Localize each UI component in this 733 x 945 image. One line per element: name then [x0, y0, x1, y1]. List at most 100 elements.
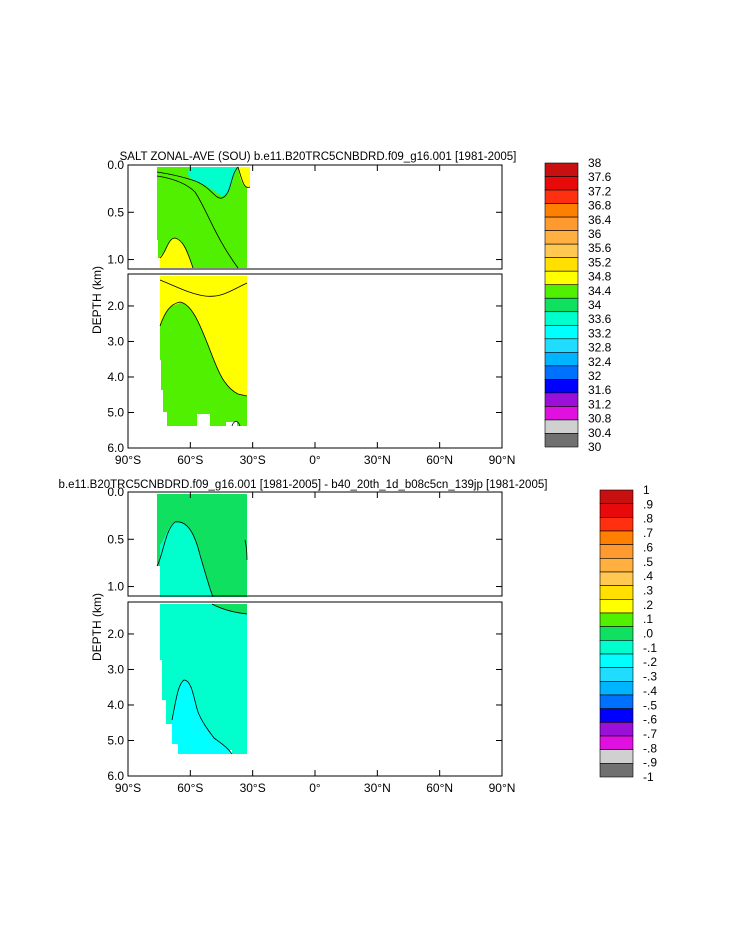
colorbar-swatch — [544, 230, 579, 245]
colorbar-swatch — [544, 311, 579, 326]
colorbar-label: 31.6 — [588, 383, 612, 397]
y-tick-label: 5.0 — [107, 405, 124, 419]
region-minus0.1-0.0-upper — [160, 521, 213, 597]
colorbar-swatch — [544, 162, 579, 177]
isoline-p2-lower-2 — [211, 603, 248, 615]
panel-1-ylabel: DEPTH (km) — [90, 266, 104, 334]
panel-1-field-upper — [156, 166, 251, 269]
colorbar-swatch — [544, 297, 579, 313]
region-34.8-35.2-deep — [160, 276, 247, 396]
y-tick-label: 3.0 — [107, 662, 124, 676]
colorbar-swatch — [599, 667, 634, 682]
x-tick-label: 30°N — [364, 453, 391, 467]
colorbar-swatch — [599, 694, 634, 709]
y-tick-label: 2.0 — [107, 299, 124, 313]
colorbar-swatch — [599, 571, 634, 586]
colorbar-label: -.5 — [643, 698, 657, 712]
colorbar-label: 35.2 — [588, 255, 612, 269]
panel-2-ylabel: DEPTH (km) — [90, 593, 104, 661]
colorbar-label: .3 — [643, 583, 653, 597]
colorbar-label: 36.4 — [588, 213, 612, 227]
y-tick-label: 4.0 — [107, 698, 124, 712]
colorbar-label: 1 — [643, 483, 650, 497]
x-tick-label: 30°S — [240, 781, 266, 795]
colorbar-label: 30.8 — [588, 412, 612, 426]
colorbar-swatch — [544, 243, 579, 258]
colorbar-label: -.9 — [643, 756, 657, 770]
x-tick-label: 0° — [309, 453, 321, 467]
colorbar-label: .5 — [643, 555, 653, 569]
colorbar-swatch — [544, 379, 579, 394]
colorbar-label: 33.6 — [588, 312, 612, 326]
colorbar-swatch — [599, 626, 634, 641]
colorbar-label: -.1 — [643, 641, 657, 655]
panel-1-colorbar: 3837.637.236.836.43635.635.234.834.43433… — [544, 156, 612, 454]
x-tick-label: 30°N — [364, 781, 391, 795]
y-tick-label: 5.0 — [107, 733, 124, 747]
colorbar-label: 33.2 — [588, 326, 612, 340]
colorbar-label: .9 — [643, 497, 653, 511]
colorbar-swatch — [544, 419, 579, 434]
x-tick-label: 0° — [309, 781, 321, 795]
panel-2-colorbar: 1.9.8.7.6.5.4.3.2.1.0-.1-.2-.3-.4-.5-.6-… — [599, 483, 657, 784]
colorbar-swatch — [544, 176, 579, 191]
colorbar-swatch — [599, 530, 634, 545]
panel-1: SALT ZONAL-AVE (SOU) b.e11.B20TRC5CNBDRD… — [90, 151, 612, 467]
isoline-upper-2 — [156, 175, 239, 269]
isoline-p2-upper-1 — [156, 521, 214, 598]
panel-2-axes: 90°S 60°S 30°S 0° 30°N 60°N 90°N 0.0 0.5 1.0 2.0 3.… — [107, 485, 515, 795]
x-tick-label: 60°N — [426, 781, 453, 795]
colorbar-label: -.8 — [643, 741, 657, 755]
colorbar-label: -.6 — [643, 713, 657, 727]
colorbar-label: 38 — [588, 156, 602, 170]
colorbar-swatch — [599, 599, 634, 614]
x-tick-label: 30°S — [240, 453, 266, 467]
colorbar-swatch — [599, 612, 634, 627]
colorbar-swatch — [599, 489, 634, 504]
colorbar-swatch — [544, 392, 579, 407]
colorbar-label: 32.4 — [588, 355, 612, 369]
isoline-lower-1 — [159, 301, 248, 397]
colorbar-label: 32 — [588, 369, 602, 383]
colorbar-swatch — [599, 503, 634, 518]
colorbar-label: -.7 — [643, 727, 657, 741]
x-tick-label: 60°S — [177, 781, 203, 795]
colorbar-swatch — [599, 558, 634, 573]
colorbar-swatch — [599, 708, 634, 723]
y-tick-label: 4.0 — [107, 370, 124, 384]
isoline-lower-3 — [231, 421, 241, 427]
panel-1-field-lower — [159, 276, 248, 427]
y-tick-label: 6.0 — [107, 441, 124, 455]
colorbar-label: .6 — [643, 540, 653, 554]
colorbar-swatch — [544, 216, 579, 231]
colorbar-label: -1 — [643, 770, 654, 784]
y-tick-label: 0.0 — [107, 485, 124, 499]
colorbar-swatch — [544, 257, 579, 272]
colorbar-swatch — [599, 653, 634, 668]
colorbar-swatch — [599, 640, 634, 655]
colorbar-swatch — [599, 585, 634, 600]
colorbar-swatch — [544, 406, 579, 421]
colorbar-label: .1 — [643, 612, 653, 626]
x-tick-label: 90°S — [115, 453, 141, 467]
colorbar-label: 31.2 — [588, 397, 612, 411]
region-34.8-35.2-upper — [160, 238, 193, 268]
colorbar-label: -.4 — [643, 684, 657, 698]
isoline-lower-2 — [159, 279, 248, 297]
y-tick-label: 6.0 — [107, 769, 124, 783]
colorbar-label: -.2 — [643, 655, 657, 669]
x-tick-label: 90°N — [489, 781, 516, 795]
y-tick-label: 0.5 — [107, 205, 124, 219]
colorbar-swatch — [544, 203, 579, 218]
colorbar-swatch — [599, 544, 634, 559]
panel-1-axes: 90°S 60°S 30°S 0° 30°N 60°N 90°N 0.0 0.5 1.0 2.0 3.… — [107, 158, 515, 467]
x-tick-label: 60°N — [426, 453, 453, 467]
colorbar-swatch — [599, 517, 634, 532]
colorbar-label: .8 — [643, 512, 653, 526]
colorbar-swatch — [599, 722, 634, 737]
colorbar-label: 35.6 — [588, 241, 612, 255]
colorbar-swatch — [544, 365, 579, 380]
isoline-upper-4 — [237, 166, 251, 188]
y-tick-label: 2.0 — [107, 627, 124, 641]
